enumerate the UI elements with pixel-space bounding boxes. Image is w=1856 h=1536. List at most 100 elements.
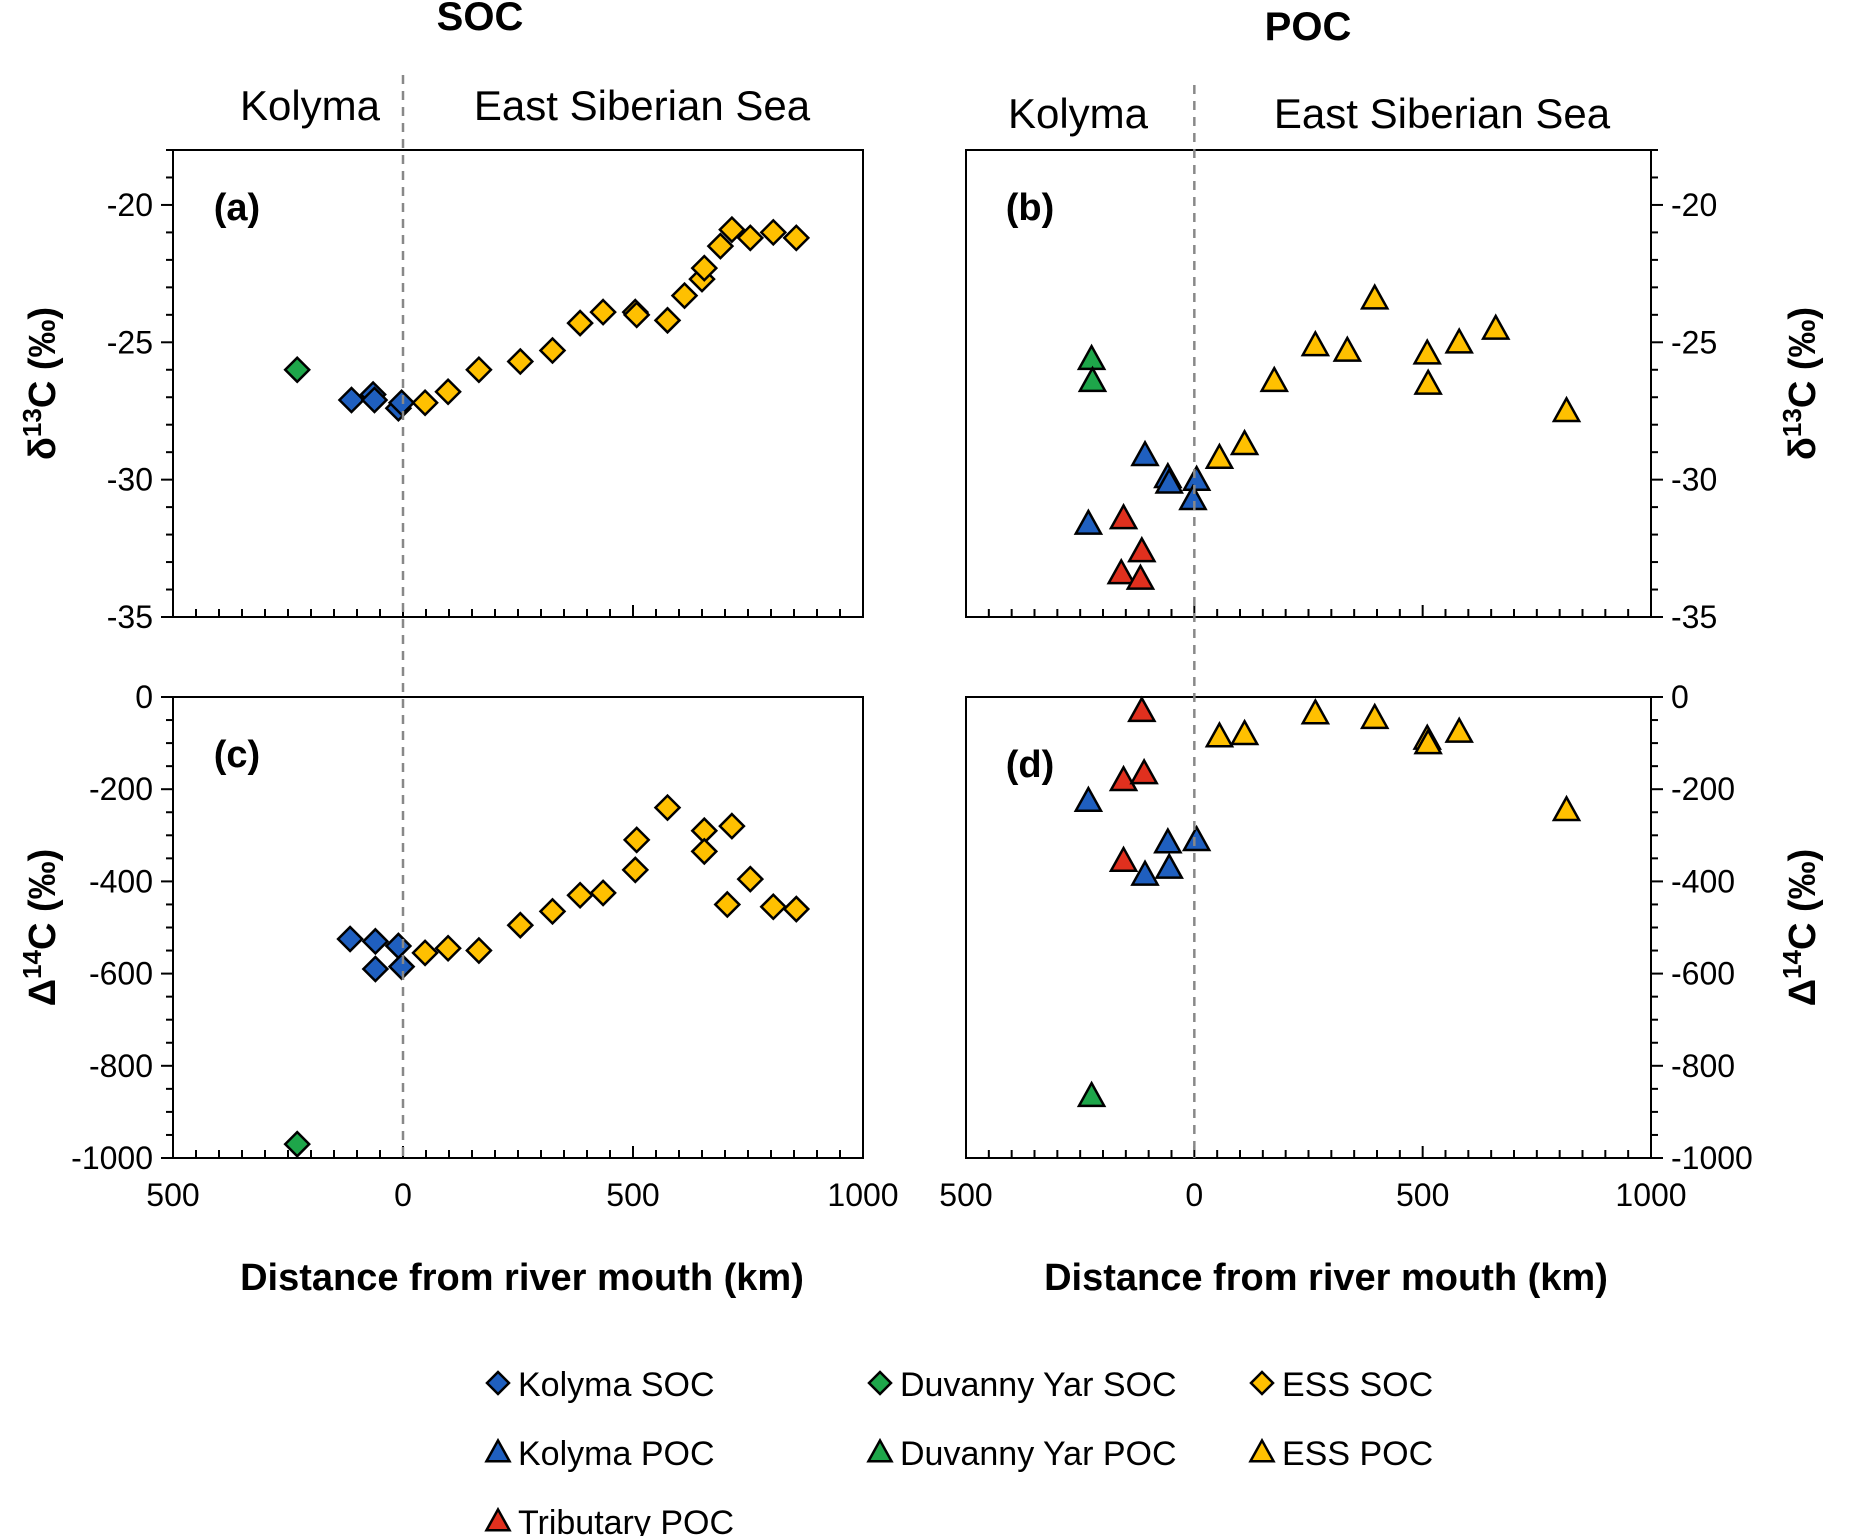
- data-point: [434, 377, 462, 406]
- data-point: [1229, 428, 1260, 456]
- data-point: [387, 388, 416, 417]
- data-point: [653, 306, 682, 335]
- col-title-poc: POC: [1265, 5, 1352, 49]
- legend-marker: [866, 1437, 894, 1463]
- data-point: [360, 386, 389, 414]
- y-tick-label: -1000: [71, 1140, 153, 1176]
- data-point: [387, 952, 416, 981]
- x-axis-title-left: Distance from river mouth (km): [240, 1257, 804, 1299]
- data-point: [1073, 785, 1104, 813]
- data-point: [1154, 852, 1184, 879]
- data-point: [506, 347, 535, 376]
- y-tick-label: 0: [135, 679, 153, 715]
- y-tick-label: -200: [1671, 771, 1735, 807]
- legend: Kolyma SOC Duvanny Yar SOC ESS SOC Kolyma P…: [484, 1366, 1433, 1536]
- x-tick-label: 1000: [1615, 1177, 1686, 1213]
- series-duvanny-yar-soc: [283, 355, 311, 384]
- series-duvanny-yar-poc: [1076, 343, 1108, 393]
- data-point: [1077, 365, 1108, 393]
- data-point: [621, 856, 650, 884]
- data-point: [1076, 343, 1107, 371]
- data-point: [1181, 824, 1212, 852]
- data-point: [1076, 1080, 1107, 1108]
- series-kolyma-poc: [1073, 785, 1212, 886]
- data-point: [361, 927, 390, 956]
- series-kolyma-soc: [337, 380, 416, 422]
- data-point: [1129, 757, 1159, 785]
- data-point: [759, 892, 788, 921]
- series-duvanny-yar-soc: [283, 1130, 311, 1158]
- series-ess-soc: [411, 793, 811, 967]
- y-tick-label: -600: [89, 956, 153, 992]
- legend-item-ess-poc: ESS POC: [1248, 1435, 1433, 1473]
- x-tick-label: 0: [1185, 1177, 1203, 1213]
- data-point: [622, 826, 651, 854]
- legend-label: Kolyma SOC: [518, 1366, 715, 1404]
- data-point: [1153, 827, 1183, 854]
- y-tick-label: -200: [89, 771, 153, 807]
- y-tick-label: -800: [1671, 1048, 1735, 1084]
- data-point: [465, 355, 493, 384]
- data-point: [1108, 845, 1139, 872]
- series-duvanny-yar-poc: [1076, 1080, 1107, 1108]
- data-point: [1444, 327, 1474, 354]
- legend-item-kolyma-poc: Kolyma POC: [484, 1435, 715, 1473]
- data-point: [538, 336, 567, 365]
- data-point: [1481, 313, 1511, 340]
- data-point: [283, 355, 311, 384]
- series-ess-poc: [1204, 697, 1582, 822]
- data-point: [1178, 483, 1208, 511]
- legend-item-kolyma-soc: Kolyma SOC: [485, 1366, 715, 1404]
- series-tributary-poc: [1106, 502, 1157, 590]
- legend-label: Kolyma POC: [518, 1435, 715, 1473]
- data-point: [1108, 502, 1139, 530]
- data-point: [538, 897, 567, 926]
- legend-marker: [485, 1370, 511, 1396]
- data-point: [1551, 395, 1582, 423]
- data-point: [736, 224, 765, 252]
- data-point: [1125, 563, 1156, 590]
- x-axis-title-right: Distance from river mouth (km): [1044, 1257, 1608, 1299]
- plot-frame: [172, 149, 864, 618]
- data-point: [1229, 718, 1260, 746]
- panel-label: (c): [214, 734, 260, 776]
- x-tick-label: 1000: [827, 1177, 898, 1213]
- data-point: [718, 215, 746, 244]
- series-ess-soc: [411, 215, 811, 417]
- plot-frame: [965, 149, 1652, 618]
- data-point: [361, 955, 390, 983]
- y-tick-label: -1000: [1671, 1140, 1753, 1176]
- data-point: [1154, 467, 1184, 494]
- legend-item-ess-soc: ESS SOC: [1249, 1366, 1433, 1404]
- data-point: [1130, 439, 1160, 467]
- legend-item-duvanny-poc: Duvanny Yar POC: [866, 1435, 1177, 1473]
- data-point: [690, 254, 719, 282]
- panel-a: -35 -30 -25 -20 (a) δ13C (‰): [17, 149, 864, 635]
- data-point: [283, 1130, 311, 1158]
- data-point: [759, 218, 788, 247]
- data-point: [1413, 727, 1443, 755]
- y-axis-title: δ13C (‰): [17, 307, 64, 460]
- data-point: [670, 281, 699, 310]
- series-kolyma-soc: [336, 925, 416, 983]
- panel-c: -1000 -800 -600 -400 -200 0 500 0 500 1000 (c) Δ14C…: [17, 679, 899, 1213]
- data-point: [1181, 464, 1212, 491]
- data-point: [1130, 859, 1160, 886]
- data-point: [1359, 283, 1390, 310]
- legend-item-tributary-poc: Tributary POC: [484, 1504, 734, 1536]
- data-point: [434, 934, 462, 963]
- data-point: [411, 388, 439, 417]
- y-tick-label: -800: [89, 1048, 153, 1084]
- y-tick-label: -20: [1671, 187, 1717, 223]
- y-tick-label: -35: [1671, 599, 1717, 635]
- data-point: [1332, 335, 1363, 362]
- data-point: [566, 309, 594, 337]
- legend-item-duvanny-soc: Duvanny Yar SOC: [867, 1366, 1177, 1404]
- data-point: [1127, 695, 1157, 723]
- plot-frame: [965, 696, 1652, 1159]
- data-point: [706, 232, 735, 260]
- legend-marker: [484, 1506, 512, 1532]
- x-tick-label: 500: [1396, 1177, 1449, 1213]
- region-kolyma-right: Kolyma: [1008, 90, 1149, 137]
